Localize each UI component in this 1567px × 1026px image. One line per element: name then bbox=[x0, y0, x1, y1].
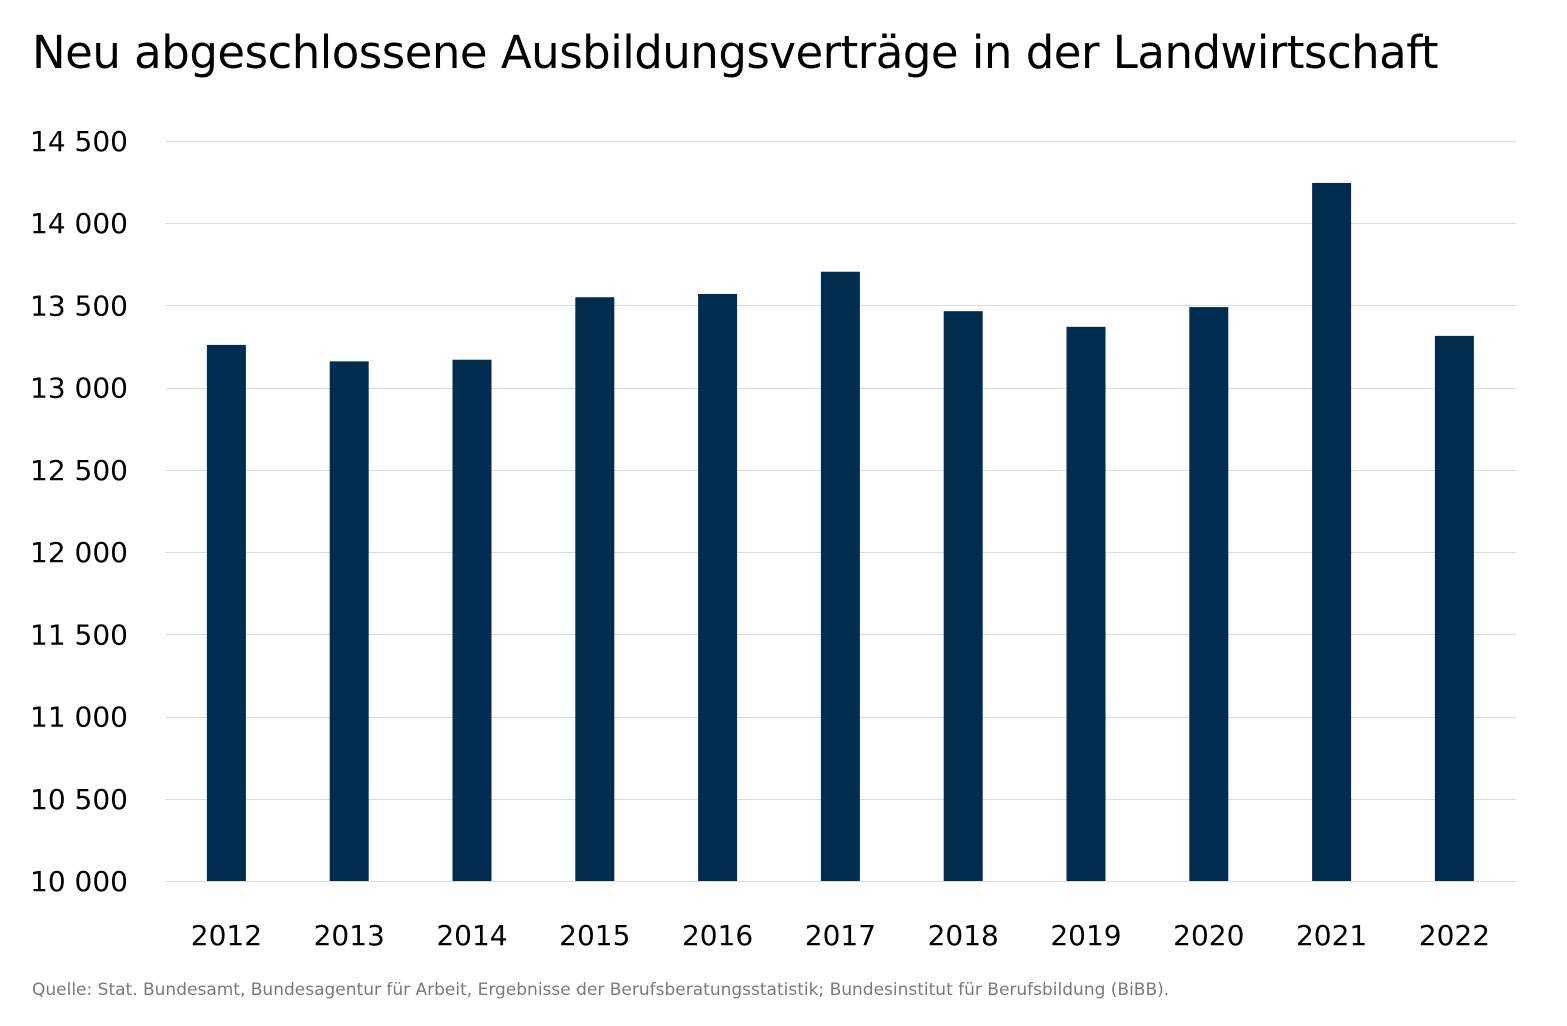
source-note: Quelle: Stat. Bundesamt, Bundesagentur f… bbox=[32, 980, 1170, 1000]
x-tick-label: 2014 bbox=[436, 919, 507, 952]
x-tick-label: 2021 bbox=[1296, 919, 1367, 952]
x-tick-label: 2019 bbox=[1050, 919, 1121, 952]
y-tick-label: 10 500 bbox=[30, 783, 128, 816]
x-tick-label: 2018 bbox=[928, 919, 999, 952]
y-tick-label: 12 000 bbox=[30, 536, 128, 569]
bar-2015 bbox=[575, 297, 615, 881]
y-tick-label: 11 000 bbox=[30, 701, 128, 734]
y-tick-label: 14 000 bbox=[30, 207, 128, 240]
y-tick-label: 14 500 bbox=[30, 125, 128, 158]
bar-2017 bbox=[820, 271, 860, 881]
bar-2019 bbox=[1066, 326, 1106, 881]
x-tick-label: 2022 bbox=[1419, 919, 1490, 952]
y-tick-label: 12 500 bbox=[30, 454, 128, 487]
bar-2012 bbox=[206, 344, 246, 881]
bar-2014 bbox=[452, 359, 492, 881]
bar-2018 bbox=[943, 311, 983, 881]
x-tick-label: 2015 bbox=[559, 919, 630, 952]
bar-2021 bbox=[1312, 182, 1352, 881]
y-tick-label: 11 500 bbox=[30, 618, 128, 651]
x-axis-ticks: 2012 2013 2014 2015 2016 2017 2018 2019 2020 2021… bbox=[191, 919, 1490, 952]
y-tick-label: 13 000 bbox=[30, 372, 128, 405]
x-tick-label: 2020 bbox=[1173, 919, 1244, 952]
y-tick-label: 13 500 bbox=[30, 289, 128, 322]
bars bbox=[206, 182, 1474, 882]
x-tick-label: 2016 bbox=[682, 919, 753, 952]
x-tick-label: 2017 bbox=[805, 919, 876, 952]
bar-2020 bbox=[1189, 307, 1229, 882]
y-tick-label: 10 000 bbox=[30, 865, 128, 898]
chart-title: Neu abgeschlossene Ausbildungsverträge i… bbox=[32, 26, 1438, 79]
bar-2016 bbox=[698, 293, 738, 881]
bar-2013 bbox=[329, 361, 369, 881]
x-tick-label: 2013 bbox=[314, 919, 385, 952]
bar-2022 bbox=[1434, 335, 1474, 881]
y-axis-ticks: 10 000 10 500 11 000 11 500 12 000 12 500 13 0… bbox=[30, 125, 128, 898]
x-tick-label: 2012 bbox=[191, 919, 262, 952]
